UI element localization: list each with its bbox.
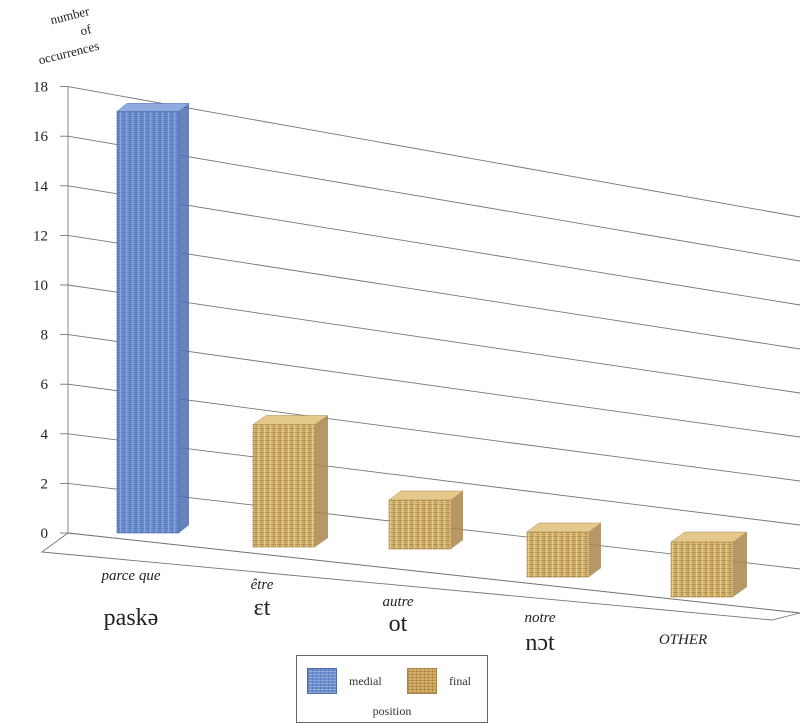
floor-plane: [40, 532, 801, 621]
x-tick-ipa-label: paskə: [104, 605, 159, 631]
bar-2: [388, 490, 464, 550]
bar-top: [526, 522, 602, 533]
x-tick-label: parce que: [100, 568, 160, 584]
bar-4: [670, 531, 748, 598]
bar-side: [589, 523, 601, 577]
bar-1: [252, 415, 329, 548]
bar-side: [733, 532, 747, 597]
legend-swatch-medial: [307, 668, 337, 694]
x-tick-label: être: [251, 577, 274, 593]
bar-side: [315, 415, 328, 547]
y-tick-label: 14: [33, 179, 49, 195]
bar-side: [451, 491, 463, 549]
bar-front: [388, 499, 452, 550]
gridline: [67, 433, 801, 526]
y-tick-label: 0: [41, 526, 49, 542]
legend-title: position: [372, 704, 412, 718]
gridline: [67, 135, 801, 262]
bars: [116, 103, 748, 598]
gridline: [67, 383, 801, 482]
bar-front: [526, 531, 590, 578]
y-axis-title-line: occurrences: [37, 38, 101, 68]
bar-front: [116, 111, 180, 534]
legend: medial final position: [296, 655, 488, 723]
y-tick-label: 12: [33, 228, 48, 244]
gridline: [67, 284, 801, 394]
bar-front: [670, 541, 734, 598]
bar-top: [388, 490, 464, 501]
x-tick-label: autre: [382, 594, 413, 610]
legend-label-final: final: [449, 674, 471, 688]
x-tick-ipa-label: ot: [389, 611, 408, 637]
bar-3: [526, 522, 602, 578]
bar-top: [116, 103, 190, 112]
gridline: [67, 234, 801, 350]
y-tick-label: 6: [41, 377, 49, 393]
x-tick-ipa-label: ɛt: [254, 595, 271, 621]
bar-top: [670, 531, 748, 543]
gridline: [67, 86, 801, 218]
bar-top: [252, 415, 329, 425]
y-tick-label: 16: [33, 129, 49, 145]
bar-front: [252, 424, 316, 548]
gridline: [67, 185, 801, 306]
legend-label-medial: medial: [349, 674, 382, 688]
grid-lines: [67, 86, 801, 614]
y-tick-label: 2: [41, 476, 49, 492]
y-tick-label: 10: [33, 278, 48, 294]
legend-swatch-final: [407, 668, 437, 694]
x-tick-label: notre: [524, 610, 555, 626]
gridline: [67, 334, 801, 438]
y-axis-title-line: of: [79, 21, 94, 38]
y-tick-label: 4: [41, 427, 49, 443]
bar-side: [179, 103, 189, 534]
x-tick-ipa-label: nɔt: [525, 630, 555, 656]
y-tick-label: 8: [41, 328, 49, 344]
y-tick-label: 18: [33, 80, 48, 96]
x-tick-label: OTHER: [659, 632, 707, 648]
bar-0: [116, 103, 190, 534]
